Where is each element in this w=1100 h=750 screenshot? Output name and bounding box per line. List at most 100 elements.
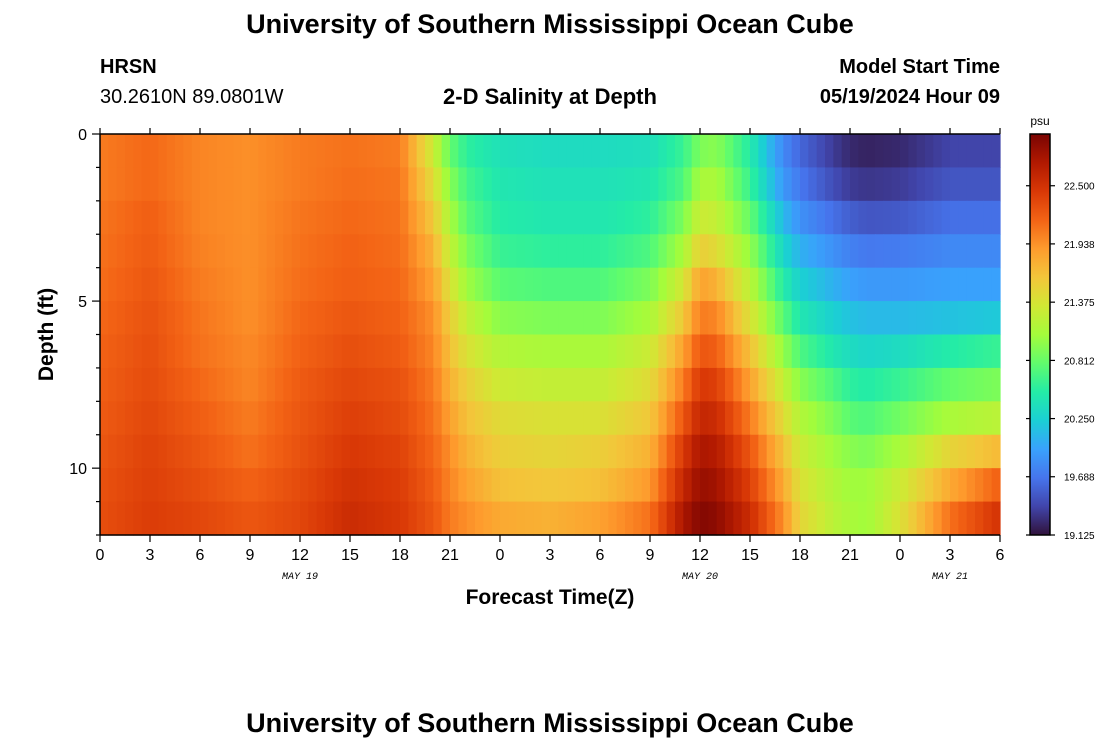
- heatmap-cell: [600, 234, 609, 269]
- heatmap-cell: [850, 301, 859, 336]
- heatmap-cell: [625, 401, 634, 436]
- heatmap-cell: [783, 267, 793, 302]
- heatmap-cell: [825, 234, 834, 269]
- heatmap-cell: [166, 367, 176, 402]
- heatmap-cell: [983, 501, 993, 536]
- heatmap-cell: [300, 401, 309, 436]
- heatmap-cell: [141, 234, 151, 269]
- heatmap-cell: [500, 434, 509, 469]
- heatmap-cell: [625, 334, 634, 369]
- heatmap-cell: [125, 334, 134, 369]
- heatmap-cell: [783, 301, 793, 336]
- heatmap-cell: [708, 234, 718, 269]
- heatmap-cell: [891, 267, 901, 302]
- heatmap-cell: [125, 434, 134, 469]
- heatmap-axes: 0 3 6 9 12 15 18 21 0 3 6 9 12 15 18 21 0 3 6 MAY 19 MAY 20 M…: [35, 127, 1005, 609]
- heatmap-cell: [241, 267, 251, 302]
- heatmap-cell: [141, 501, 151, 536]
- heatmap-cell: [658, 267, 668, 302]
- heatmap-cell: [300, 267, 309, 302]
- heatmap-cell: [408, 267, 418, 302]
- heatmap-cell: [475, 134, 484, 169]
- heatmap-cell: [966, 234, 976, 269]
- heatmap-cell: [216, 367, 226, 402]
- heatmap-cell: [641, 401, 651, 436]
- heatmap-cell: [691, 134, 701, 169]
- heatmap-cell: [416, 434, 426, 469]
- heatmap-cell: [775, 200, 784, 235]
- heatmap-cell: [291, 200, 301, 235]
- footer-title: University of Southern Mississippi Ocean…: [246, 708, 854, 738]
- heatmap-cell: [708, 501, 718, 536]
- heatmap-cell: [975, 267, 984, 302]
- heatmap-cell: [875, 334, 884, 369]
- heatmap-cell: [658, 401, 668, 436]
- heatmap-cell: [633, 200, 643, 235]
- heatmap-cell: [741, 367, 751, 402]
- heatmap-cell: [291, 367, 301, 402]
- heatmap-cell: [133, 334, 143, 369]
- heatmap-cell: [966, 334, 976, 369]
- heatmap-cell: [775, 367, 784, 402]
- heatmap-cell: [883, 267, 893, 302]
- heatmap-cell: [200, 501, 209, 536]
- heatmap-cell: [741, 501, 751, 536]
- heatmap-cell: [350, 200, 359, 235]
- heatmap-cell: [283, 434, 293, 469]
- heatmap-cell: [825, 301, 834, 336]
- heatmap-cell: [258, 434, 268, 469]
- heatmap-cell: [125, 267, 134, 302]
- heatmap-cell: [308, 434, 318, 469]
- heatmap-cell: [900, 367, 909, 402]
- heatmap-cell: [541, 301, 551, 336]
- heatmap-cell: [641, 134, 651, 169]
- heatmap-cell: [466, 401, 476, 436]
- heatmap-cell: [783, 200, 793, 235]
- heatmap-cell: [866, 234, 876, 269]
- heatmap-cell: [516, 234, 526, 269]
- heatmap-cell: [291, 401, 301, 436]
- heatmap-cell: [100, 334, 109, 369]
- heatmap-cell: [308, 367, 318, 402]
- heatmap-cell: [958, 167, 968, 202]
- heatmap-cell: [650, 334, 659, 369]
- heatmap-cell: [433, 334, 443, 369]
- heatmap-cell: [650, 134, 659, 169]
- heatmap-cell: [758, 134, 768, 169]
- heatmap-cell: [933, 434, 943, 469]
- heatmap-cells: [100, 134, 1001, 536]
- heatmap-cell: [433, 267, 443, 302]
- heatmap-cell: [916, 334, 926, 369]
- heatmap-cell: [900, 401, 909, 436]
- heatmap-cell: [350, 234, 359, 269]
- heatmap-cell: [125, 134, 134, 169]
- heatmap-cell: [825, 334, 834, 369]
- heatmap-cell: [700, 401, 709, 436]
- heatmap-cell: [575, 167, 584, 202]
- heatmap-cell: [850, 234, 859, 269]
- heatmap-cell: [666, 501, 676, 536]
- heatmap-cell: [575, 434, 584, 469]
- x-tick-label: 6: [596, 547, 605, 564]
- heatmap-cell: [808, 267, 818, 302]
- heatmap-cell: [850, 267, 859, 302]
- heatmap-cell: [783, 334, 793, 369]
- heatmap-cell: [200, 301, 209, 336]
- heatmap-cell: [166, 434, 176, 469]
- heatmap-cell: [475, 434, 484, 469]
- heatmap-cell: [741, 334, 751, 369]
- heatmap-cell: [466, 367, 476, 402]
- heatmap-cell: [141, 434, 151, 469]
- heatmap-cell: [558, 267, 568, 302]
- heatmap-cell: [675, 134, 684, 169]
- heatmap-cell: [466, 501, 476, 536]
- heatmap-cell: [491, 200, 501, 235]
- heatmap-cell: [775, 468, 784, 503]
- heatmap-cell: [441, 301, 451, 336]
- heatmap-cell: [291, 501, 301, 536]
- heatmap-cell: [225, 234, 234, 269]
- colorbar-tick-label: 22.500: [1064, 182, 1095, 193]
- heatmap-cell: [691, 334, 701, 369]
- heatmap-cell: [791, 301, 801, 336]
- heatmap-cell: [466, 334, 476, 369]
